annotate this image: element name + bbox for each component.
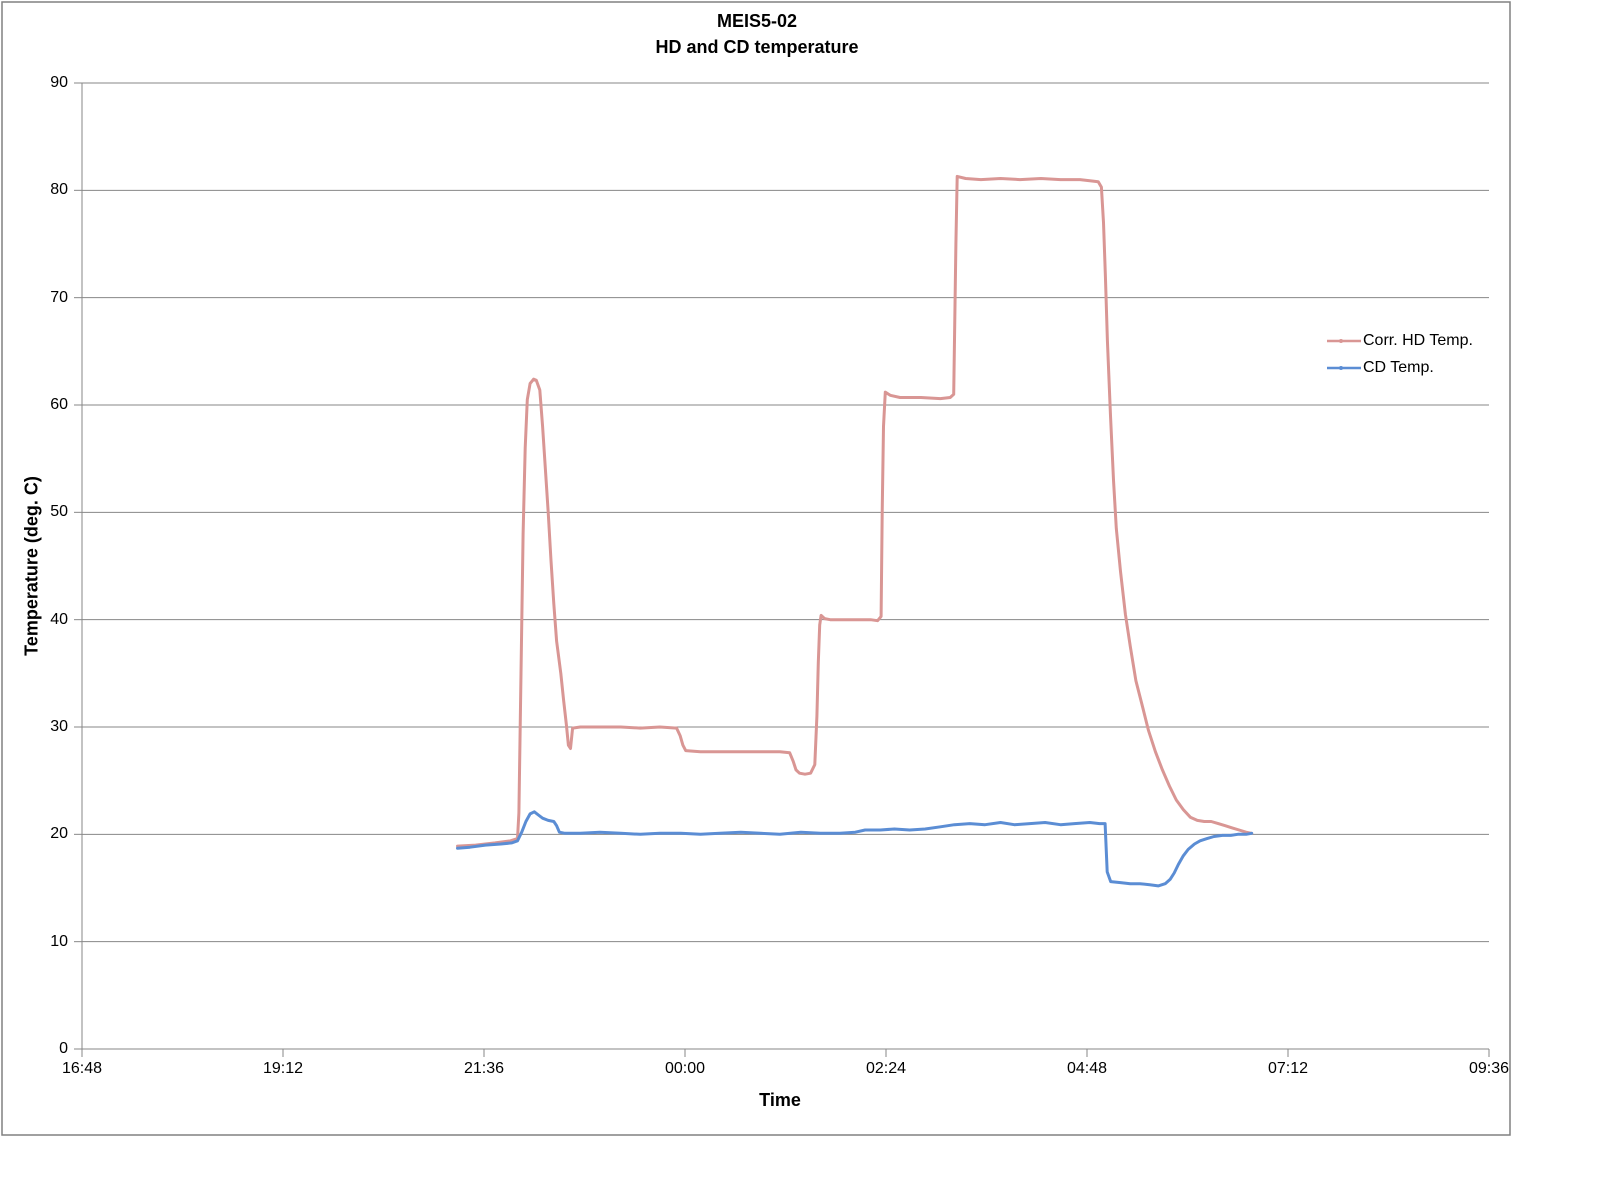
y-tick-label: 60 <box>50 396 68 413</box>
x-axis-title: Time <box>759 1090 801 1110</box>
x-tick-label: 07:12 <box>1267 1060 1309 1077</box>
y-tick-label: 50 <box>50 503 68 521</box>
hd-series-swatch-icon <box>1327 339 1361 343</box>
x-tick-label: 19:12 <box>262 1060 304 1077</box>
chart-title: MEIS5-02 <box>716 11 798 31</box>
cd-temp-series-line <box>456 810 1254 888</box>
y-tick-label: 30 <box>50 718 68 735</box>
x-tick-label: 02:24 <box>865 1060 907 1077</box>
y-tick-label: 70 <box>50 288 68 306</box>
legend-label-hd: Corr. HD Temp. <box>1363 332 1473 349</box>
legend-entry-hd: Corr. HD Temp. <box>1327 330 1473 352</box>
x-tick-label: 09:36 <box>1468 1060 1510 1077</box>
cd-series-swatch-icon <box>1327 366 1361 370</box>
y-tick-label: 90 <box>50 74 68 91</box>
y-tick-label: 40 <box>50 610 68 628</box>
chart-subtitle: HD and CD temperature <box>655 37 859 57</box>
chart-title-block: MEIS5-02 HD and CD temperature <box>157 8 1357 60</box>
y-tick-label: 20 <box>50 825 68 843</box>
y-tick-label: 10 <box>50 932 68 950</box>
x-tick-label: 04:48 <box>1066 1060 1108 1077</box>
chart-frame <box>1 1 1511 1136</box>
x-tick-label: 00:00 <box>664 1060 706 1077</box>
legend-entry-cd: CD Temp. <box>1327 357 1473 379</box>
legend-label-cd: CD Temp. <box>1363 359 1434 376</box>
x-tick-label: 16:48 <box>61 1060 103 1077</box>
y-tick-label: 0 <box>59 1040 68 1057</box>
y-tick-label: 80 <box>50 181 68 199</box>
x-tick-label: 21:36 <box>463 1060 505 1077</box>
hd-temp-series-line <box>456 174 1254 848</box>
legend: Corr. HD Temp. CD Temp. <box>1327 330 1473 384</box>
